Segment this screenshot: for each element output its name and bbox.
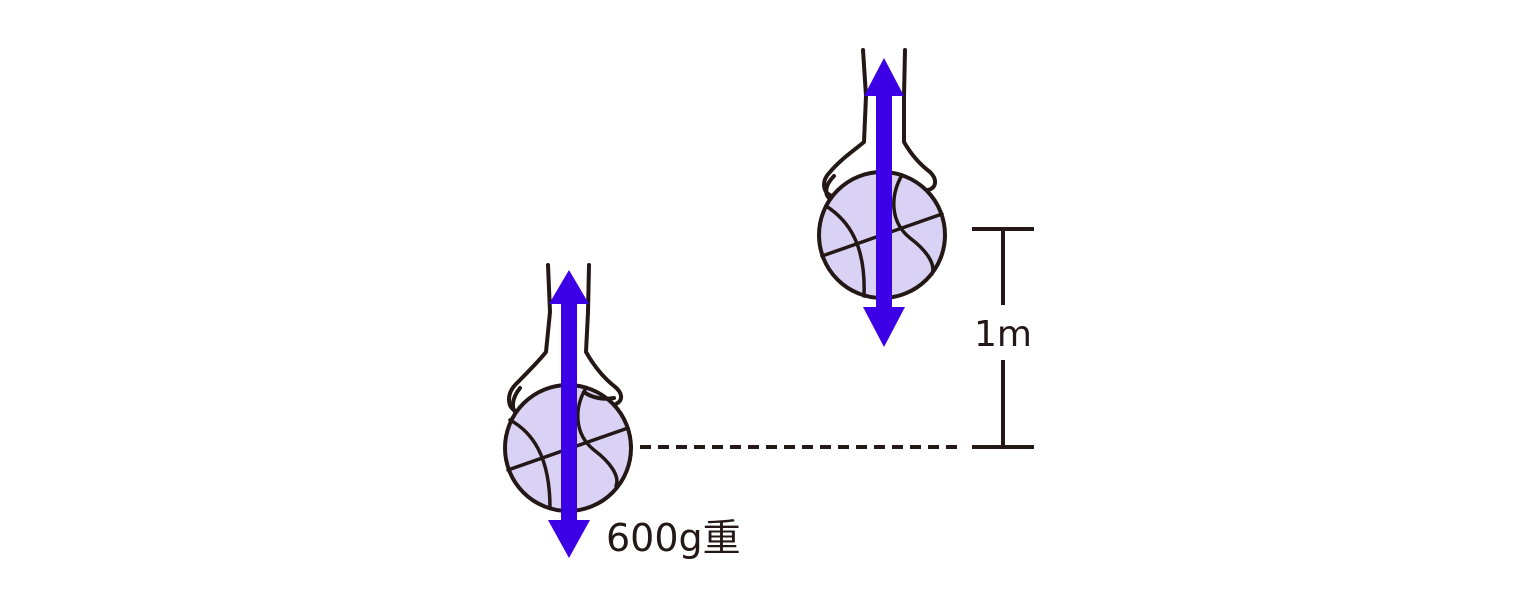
- height-bracket: [972, 227, 1034, 449]
- weight-label: 600g重: [606, 516, 741, 560]
- lower-up-arrow: [549, 270, 589, 448]
- upper-ball-group: [817, 48, 947, 347]
- height-label: 1m: [974, 314, 1032, 355]
- upper-up-arrow: [864, 58, 904, 235]
- lower-ball-group: [503, 263, 633, 558]
- lower-down-arrow: [548, 448, 590, 558]
- upper-down-arrow: [863, 235, 905, 347]
